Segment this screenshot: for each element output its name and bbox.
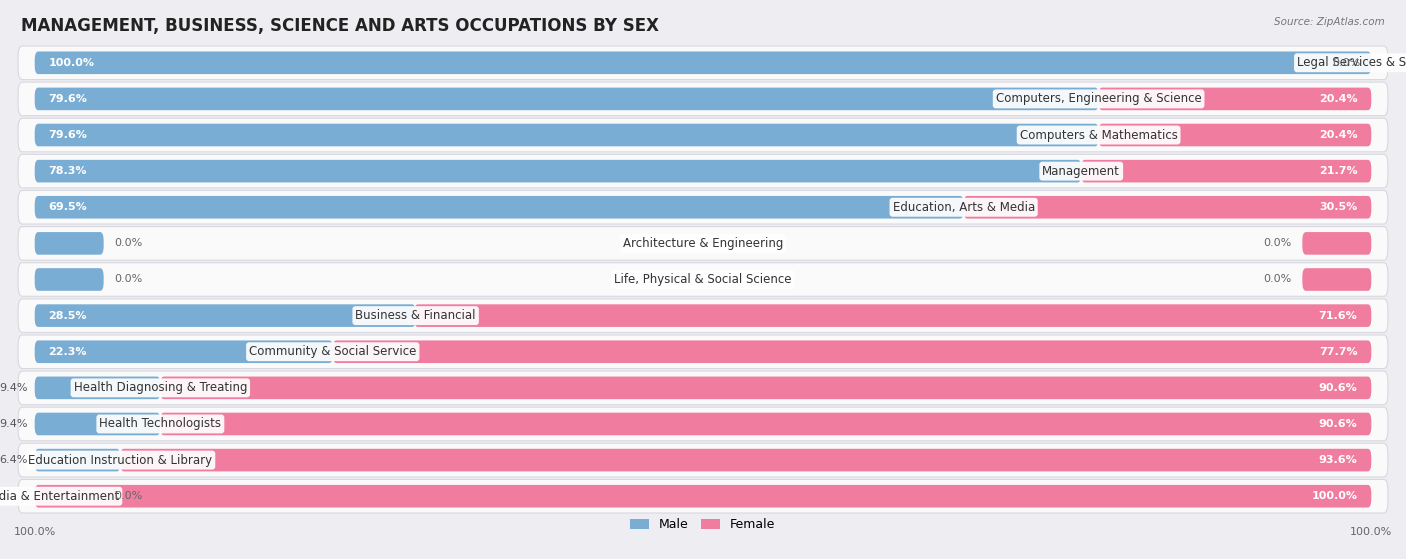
Text: 28.5%: 28.5% (48, 311, 87, 321)
FancyBboxPatch shape (18, 299, 1388, 333)
Text: 79.6%: 79.6% (48, 130, 87, 140)
Text: 6.4%: 6.4% (0, 455, 28, 465)
Text: 0.0%: 0.0% (115, 491, 143, 501)
Text: 100.0%: 100.0% (48, 58, 94, 68)
Text: 0.0%: 0.0% (1331, 58, 1360, 68)
FancyBboxPatch shape (1098, 124, 1371, 146)
Text: 30.5%: 30.5% (1319, 202, 1358, 212)
Text: 0.0%: 0.0% (115, 274, 143, 285)
FancyBboxPatch shape (18, 407, 1388, 441)
FancyBboxPatch shape (35, 196, 963, 219)
Text: Health Diagnosing & Treating: Health Diagnosing & Treating (73, 381, 247, 394)
FancyBboxPatch shape (35, 304, 416, 327)
Text: Computers, Engineering & Science: Computers, Engineering & Science (995, 92, 1202, 106)
Text: 20.4%: 20.4% (1319, 94, 1358, 104)
FancyBboxPatch shape (1302, 232, 1371, 255)
Text: Architecture & Engineering: Architecture & Engineering (623, 237, 783, 250)
Text: Arts, Media & Entertainment: Arts, Media & Entertainment (0, 490, 120, 503)
FancyBboxPatch shape (1302, 268, 1371, 291)
FancyBboxPatch shape (35, 413, 160, 435)
FancyBboxPatch shape (35, 377, 160, 399)
FancyBboxPatch shape (160, 377, 1371, 399)
FancyBboxPatch shape (963, 196, 1371, 219)
FancyBboxPatch shape (18, 118, 1388, 152)
FancyBboxPatch shape (18, 46, 1388, 79)
Text: 9.4%: 9.4% (0, 383, 28, 393)
Text: 0.0%: 0.0% (1263, 274, 1291, 285)
Text: 93.6%: 93.6% (1319, 455, 1358, 465)
FancyBboxPatch shape (1098, 88, 1371, 110)
Text: Education, Arts & Media: Education, Arts & Media (893, 201, 1035, 214)
Text: 90.6%: 90.6% (1319, 383, 1358, 393)
FancyBboxPatch shape (35, 485, 1371, 508)
Text: Management: Management (1042, 165, 1121, 178)
FancyBboxPatch shape (18, 480, 1388, 513)
Text: Legal Services & Support: Legal Services & Support (1296, 56, 1406, 69)
Text: 71.6%: 71.6% (1319, 311, 1358, 321)
FancyBboxPatch shape (1081, 160, 1371, 182)
Legend: Male, Female: Male, Female (626, 513, 780, 536)
Text: 0.0%: 0.0% (115, 238, 143, 248)
FancyBboxPatch shape (18, 226, 1388, 260)
Text: 0.0%: 0.0% (1263, 238, 1291, 248)
FancyBboxPatch shape (35, 232, 104, 255)
FancyBboxPatch shape (35, 268, 104, 291)
Text: 100.0%: 100.0% (1350, 527, 1392, 537)
FancyBboxPatch shape (18, 154, 1388, 188)
Text: MANAGEMENT, BUSINESS, SCIENCE AND ARTS OCCUPATIONS BY SEX: MANAGEMENT, BUSINESS, SCIENCE AND ARTS O… (21, 17, 659, 35)
FancyBboxPatch shape (35, 88, 1098, 110)
Text: 100.0%: 100.0% (14, 527, 56, 537)
Text: 20.4%: 20.4% (1319, 130, 1358, 140)
Text: 21.7%: 21.7% (1319, 166, 1358, 176)
Text: 79.6%: 79.6% (48, 94, 87, 104)
Text: 78.3%: 78.3% (48, 166, 87, 176)
FancyBboxPatch shape (415, 304, 1371, 327)
FancyBboxPatch shape (35, 160, 1081, 182)
FancyBboxPatch shape (160, 413, 1371, 435)
Text: Health Technologists: Health Technologists (100, 418, 221, 430)
FancyBboxPatch shape (35, 51, 1371, 74)
Text: 22.3%: 22.3% (48, 347, 87, 357)
Text: Community & Social Service: Community & Social Service (249, 345, 416, 358)
FancyBboxPatch shape (121, 449, 1371, 471)
FancyBboxPatch shape (18, 82, 1388, 116)
FancyBboxPatch shape (18, 335, 1388, 368)
Text: Computers & Mathematics: Computers & Mathematics (1019, 129, 1178, 141)
FancyBboxPatch shape (18, 371, 1388, 405)
Text: 9.4%: 9.4% (0, 419, 28, 429)
Text: 69.5%: 69.5% (48, 202, 87, 212)
Text: 77.7%: 77.7% (1319, 347, 1358, 357)
Text: Life, Physical & Social Science: Life, Physical & Social Science (614, 273, 792, 286)
Text: 100.0%: 100.0% (1312, 491, 1358, 501)
Text: 90.6%: 90.6% (1319, 419, 1358, 429)
Text: Business & Financial: Business & Financial (356, 309, 475, 322)
FancyBboxPatch shape (35, 449, 121, 471)
FancyBboxPatch shape (333, 340, 1371, 363)
FancyBboxPatch shape (35, 124, 1098, 146)
FancyBboxPatch shape (18, 191, 1388, 224)
FancyBboxPatch shape (18, 263, 1388, 296)
FancyBboxPatch shape (18, 443, 1388, 477)
Text: Education Instruction & Library: Education Instruction & Library (28, 453, 212, 467)
FancyBboxPatch shape (35, 340, 333, 363)
Text: Source: ZipAtlas.com: Source: ZipAtlas.com (1274, 17, 1385, 27)
